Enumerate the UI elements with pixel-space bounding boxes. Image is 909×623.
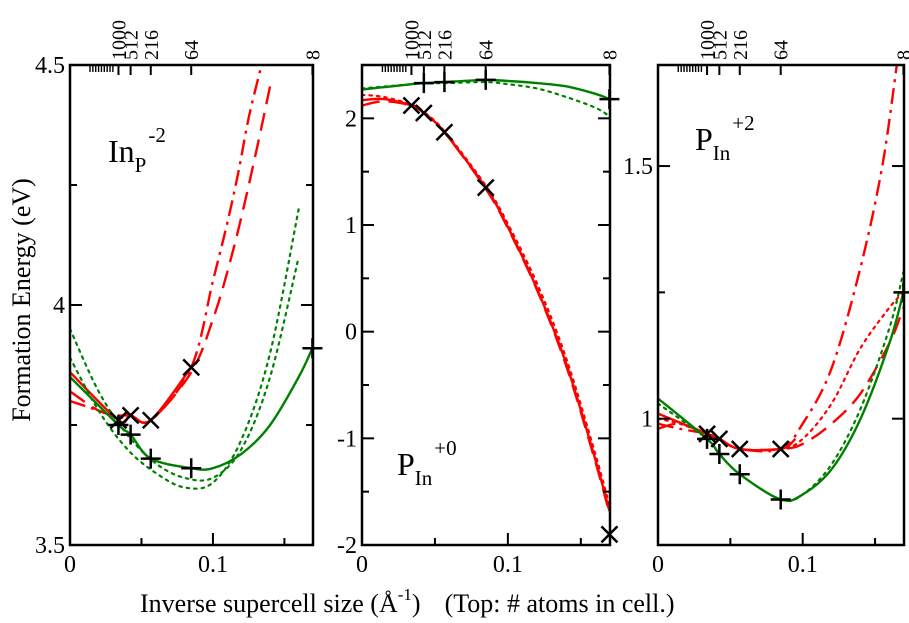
top-tick-label: 1000 [401,20,423,60]
defect-label-sub: In [415,466,433,490]
y-tick-label: -1 [337,426,357,452]
plus-marker [181,458,202,479]
cross-marker [435,123,454,142]
series-line-red-dotted [658,291,904,452]
defect-label-sub: In [713,141,731,165]
plus-marker [120,424,141,445]
top-tick-label: 1000 [697,20,719,60]
curves [70,65,313,490]
series-line-green-solid [70,347,313,471]
top-tick-label: 512 [709,30,731,60]
y-tick-label: 2 [345,106,357,132]
top-tick-label: 64 [181,40,203,60]
top-tick-label: 1000 [108,20,130,60]
plus-marker [770,489,791,510]
defect-label-sup: +2 [732,111,754,135]
top-tick-label: 216 [434,30,456,60]
top-tick-label: 8 [302,50,324,60]
plus-marker [729,464,750,485]
y-tick-label: -2 [337,533,357,559]
defect-label: InP-2 [108,123,166,177]
x-tick-label: 0 [356,552,368,578]
series-line-red-dotted [362,93,610,507]
x-tick-label: 0 [64,552,76,578]
y-axis-label: Formation Energy (eV) [7,178,36,422]
top-tick-label: 64 [771,40,793,60]
cross-marker [710,430,729,448]
defect-label-base: P [695,121,713,157]
series-line-red-dashed [658,307,904,452]
x-tick-label: 0.1 [493,552,523,578]
top-tick-label: 8 [599,50,621,60]
markers [108,338,323,479]
x-axis-label: Inverse supercell size (Å-1) (Top: # atom… [140,585,675,618]
plus-marker [413,73,434,94]
y-tick-label: 4.5 [35,53,65,79]
cross-marker [121,406,140,425]
series-line-green-dotted [70,207,300,490]
x-tick-label: 0 [652,552,664,578]
y-tick-label: 4 [53,293,65,319]
defect-label-base: P [397,446,415,482]
plus-marker [697,428,718,449]
y-tick-label: 3.5 [35,533,65,559]
plus-marker [709,444,730,465]
defect-label-sup: -2 [148,123,166,147]
cross-marker [402,96,421,115]
y-tick-label: 1 [345,213,357,239]
cross-marker [476,178,495,197]
x-axis-label-close: ) [412,589,421,618]
y-tick-label: 0 [345,320,357,346]
series-line-red-dashed [362,100,610,514]
series-line-red-dashed [70,79,273,424]
defect-label: PIn+2 [695,111,755,165]
top-tick-label: 216 [141,30,163,60]
cross-marker [141,411,160,430]
x-axis-label-note: (Top: # atoms in cell.) [445,589,675,618]
cross-marker [771,440,790,458]
markers [697,282,909,510]
top-tick-label: 216 [730,30,752,60]
series-line-green-dotted [70,255,300,482]
defect-label-base: In [108,133,135,169]
x-axis-label-main: Inverse supercell size (Å [140,589,398,618]
top-tick-label: 512 [414,30,436,60]
cross-marker [182,358,201,377]
defect-label-sup: +0 [434,436,456,460]
x-axis-label-exp: -1 [398,585,412,604]
cross-marker [414,104,433,122]
cross-marker [730,440,749,458]
markers [402,69,620,544]
x-tick-label: 0.1 [198,552,228,578]
plus-marker [108,415,129,435]
series-line-green-solid [658,292,904,503]
series-line-red-dashdot [658,65,898,453]
y-tick-label: 1 [641,407,653,433]
defect-label-sub: P [135,153,147,177]
top-tick-label: 8 [893,50,909,60]
series-line-green-dotted [362,80,610,118]
y-tick-label: 1.5 [623,154,653,180]
series-line-green-dotted [658,271,904,503]
series-line-red-dashdot [70,65,263,425]
top-tick-label: 512 [121,30,143,60]
defect-label: PIn+0 [397,436,457,490]
plus-marker [434,72,455,93]
plus-marker [140,448,161,469]
top-tick-label: 64 [476,40,498,60]
x-tick-label: 0.1 [788,552,818,578]
